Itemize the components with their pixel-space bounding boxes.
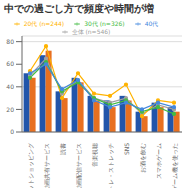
svg-text:ネットショッピング: ネットショッピング [27,142,34,188]
html-text:全体 (n=546): 全体 (n=546) [71,28,111,35]
svg-text:お酒を飲む: お酒を飲む [139,143,146,173]
svg-text:SNS: SNS [123,143,130,155]
svg-text:読書: 読書 [59,143,66,155]
html-text:40代: 40代 [144,20,159,27]
svg-text:80: 80 [8,38,14,45]
svg-text:筋トレ・ストレッチ: 筋トレ・ストレッチ [107,143,114,188]
svg-text:ゲーム機を使った: ゲーム機を使った [171,143,178,188]
svg-text:40: 40 [8,83,14,90]
svg-text:60: 60 [8,60,14,67]
svg-text:動画配信サービス: 動画配信サービス [75,143,82,188]
svg-text:動画共有サービス: 動画共有サービス [43,143,50,188]
svg-text:0: 0 [10,128,14,135]
svg-text:20: 20 [8,106,14,113]
html-text:中での過ごし方で頻度や時間が増: 中での過ごし方で頻度や時間が増 [4,3,154,14]
svg-text:音楽視聴: 音楽視聴 [91,143,98,167]
html-text:30代 (n=326): 30代 (n=326) [84,20,125,27]
svg-text:スマホゲーム: スマホゲーム [155,143,162,179]
html-text:20代 (n=244): 20代 (n=244) [23,20,65,27]
